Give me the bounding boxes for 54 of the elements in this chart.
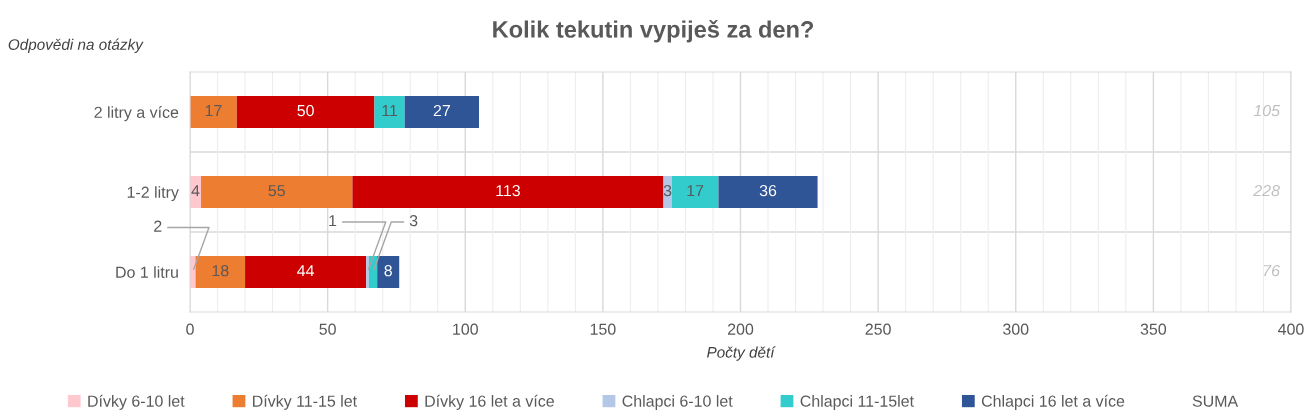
data-label: 50 [297,104,314,117]
data-label: 11 [382,105,398,117]
bar [671,175,719,208]
legend-label: Dívky 11-15 let [253,394,357,410]
legend-label: Chlapci 16 let a více [981,394,1125,410]
bar [236,95,375,128]
data-label: 8 [384,264,392,277]
annotation: 105 [1253,104,1281,117]
data-label: 17 [687,185,704,197]
bar [374,95,405,128]
bar [352,175,664,208]
annotation: 228 [1253,184,1280,197]
data-label: 18 [212,264,229,277]
x-tick-label: 100 [453,323,478,335]
text: SUMA [1192,395,1239,407]
annotation: 1 [329,215,337,227]
bar [190,95,237,128]
x-tick-label: 300 [1003,323,1029,335]
data-label: 113 [496,184,520,197]
x-tick-label: 350 [1140,323,1167,335]
data-label: 17 [205,105,222,117]
data-label: 27 [433,104,450,117]
x-axis-title: Počty dětí [707,346,776,361]
x-tick-label: 150 [590,323,616,335]
annotation: 2 [154,220,162,232]
data-label: 4 [191,185,200,197]
data-label: 44 [297,265,315,277]
x-tick-label: 200 [727,323,754,335]
legend-label: Chlapci 6-10 let [622,395,733,410]
x-tick-label: 0 [186,323,194,335]
annotation: 76 [1263,264,1280,277]
bar [663,175,672,208]
data-label: 3 [663,184,672,197]
chart-title: Kolik tekutin vypiješ za den? [493,19,814,43]
y-tick-label: 2 litry a více [94,106,179,122]
y-tick-label: Do 1 litru [116,266,178,278]
bar [404,95,480,128]
x-tick-label: 50 [319,323,336,335]
legend-label: Dívky 16 let a více [425,394,554,410]
x-tick-label: 400 [1278,323,1304,335]
data-label: 36 [759,184,777,197]
data-label: 55 [268,185,285,197]
bar [245,255,367,288]
bar [366,255,369,288]
legend-label: Dívky 6-10 let [88,394,185,410]
bar [718,175,818,208]
y-axis-title: Odpovědi na otázky [8,38,144,53]
bar [201,175,353,208]
bar [377,255,400,288]
annotation: 3 [409,214,418,227]
y-tick-label: 1-2 litry [127,186,179,202]
x-tick-label: 250 [865,323,891,335]
bar [195,255,246,288]
legend-label: Chlapci 11-15let [800,395,914,410]
